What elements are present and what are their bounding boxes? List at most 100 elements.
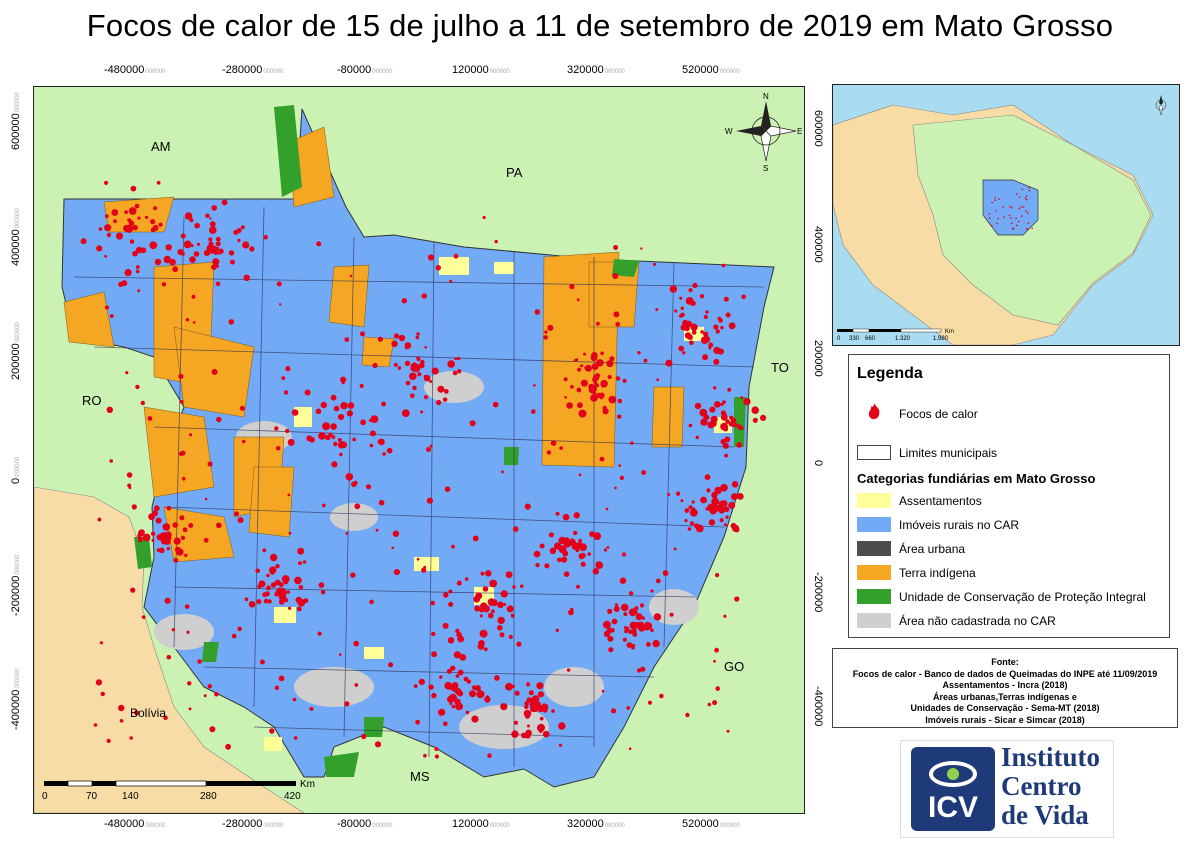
fire-hotspot bbox=[637, 351, 641, 355]
fire-hotspot bbox=[320, 401, 327, 409]
fire-hotspot bbox=[690, 300, 696, 307]
fire-hotspot bbox=[511, 730, 519, 738]
fire-hotspot bbox=[728, 322, 736, 330]
fire-hotspot bbox=[497, 625, 503, 631]
fire-hotspot bbox=[743, 397, 751, 406]
fire-hotspot bbox=[731, 493, 738, 501]
fire-hotspot bbox=[623, 612, 628, 617]
fire-hotspot bbox=[429, 380, 433, 383]
fire-hotspot bbox=[263, 598, 269, 604]
y-tick: -400000 bbox=[812, 686, 824, 727]
fire-hotspot bbox=[429, 444, 433, 448]
fire-hotspot bbox=[241, 439, 246, 444]
fire-hotspot bbox=[474, 685, 481, 692]
fire-hotspot bbox=[378, 499, 385, 506]
fire-hotspot bbox=[431, 631, 436, 637]
legend-category-row: Assentamentos bbox=[857, 493, 982, 508]
fire-hotspot bbox=[678, 345, 685, 352]
inset-map[interactable]: Km 0 330 660 1.320 1.980 bbox=[832, 84, 1180, 346]
category-label: Terra indígena bbox=[899, 565, 976, 580]
fire-hotspot bbox=[612, 273, 619, 279]
fire-hotspot bbox=[187, 681, 192, 686]
fire-hotspot bbox=[688, 288, 693, 293]
fire-hotspot bbox=[626, 642, 633, 648]
fire-hotspot bbox=[608, 647, 614, 653]
fire-hotspot bbox=[688, 423, 693, 428]
fire-hotspot bbox=[211, 246, 215, 250]
fire-hotspot bbox=[360, 419, 366, 426]
fire-hotspot bbox=[95, 679, 102, 686]
fire-hotspot bbox=[560, 556, 568, 563]
category-swatch bbox=[857, 589, 891, 604]
fire-hotspot bbox=[725, 312, 731, 318]
fire-hotspot bbox=[369, 599, 374, 605]
icv-abbr: ICV bbox=[927, 791, 978, 824]
fire-hotspot bbox=[129, 736, 133, 740]
fire-hotspot bbox=[161, 282, 167, 287]
fire-hotspot bbox=[751, 406, 759, 415]
fire-hotspot bbox=[80, 238, 87, 245]
source-line: Unidades de Conservação - Sema-MT (2018) bbox=[910, 703, 1100, 713]
fire-hotspot bbox=[211, 368, 218, 375]
fire-hotspot bbox=[97, 517, 102, 522]
legend-panel: Legenda Focos de calor Limites municipai… bbox=[848, 354, 1170, 638]
label-bolivia: Bolívia bbox=[130, 706, 166, 720]
fire-hotspot bbox=[404, 360, 411, 367]
fire-hotspot bbox=[105, 305, 109, 310]
fire-hotspot bbox=[563, 571, 570, 577]
fire-hotspot bbox=[354, 503, 361, 510]
fire-hotspot bbox=[500, 703, 508, 711]
fire-hotspot bbox=[603, 548, 608, 552]
fire-hotspot bbox=[512, 585, 516, 589]
category-swatch bbox=[857, 613, 891, 628]
y-tick: 0 bbox=[812, 460, 824, 467]
fire-hotspot bbox=[262, 548, 267, 553]
fire-hotspot bbox=[378, 438, 385, 446]
fire-hotspot bbox=[333, 441, 338, 447]
fire-hotspot bbox=[596, 321, 600, 326]
fire-hotspot bbox=[188, 523, 194, 528]
inset-fire-hotspot bbox=[1018, 207, 1021, 210]
fire-hotspot bbox=[640, 666, 646, 672]
fire-hotspot bbox=[166, 546, 170, 551]
fire-hotspot bbox=[207, 461, 213, 467]
fire-hotspot bbox=[558, 545, 567, 554]
fire-hotspot bbox=[607, 374, 612, 380]
fire-hotspot bbox=[245, 243, 249, 247]
fire-hotspot bbox=[104, 224, 112, 232]
fire-hotspot bbox=[215, 281, 221, 287]
fire-hotspot bbox=[691, 500, 695, 504]
fire-hotspot bbox=[718, 507, 725, 514]
main-map[interactable]: AM PA RO TO GO MS Bolívia N S E W Km 0 bbox=[33, 86, 805, 814]
x-tick: 520000000000 bbox=[682, 64, 740, 76]
fire-hotspot bbox=[106, 738, 111, 744]
fire-hotspot bbox=[189, 256, 196, 263]
fire-hotspot bbox=[339, 452, 343, 457]
fire-hotspot bbox=[711, 507, 717, 513]
fire-hotspot bbox=[463, 676, 469, 682]
y-tick: -200000000000 bbox=[10, 554, 22, 616]
fire-hotspot bbox=[266, 573, 270, 578]
fire-hotspot bbox=[684, 508, 690, 513]
fire-hotspot bbox=[729, 415, 734, 420]
y-tick: 600000 bbox=[812, 110, 824, 147]
fire-hotspot bbox=[602, 408, 609, 415]
fire-hotspot bbox=[244, 597, 249, 602]
fire-hotspot bbox=[203, 249, 211, 256]
inset-scale-label: 660 bbox=[865, 336, 876, 342]
main-map-canvas: AM PA RO TO GO MS Bolívia N S E W Km 0 bbox=[34, 92, 802, 813]
fire-hotspot bbox=[180, 450, 186, 456]
fire-hotspot bbox=[412, 385, 417, 391]
scale-unit: Km bbox=[300, 779, 315, 790]
fire-hotspot bbox=[456, 580, 462, 586]
fire-hotspot bbox=[442, 397, 448, 402]
x-tick: -80000000000 bbox=[337, 818, 393, 830]
fire-hotspot bbox=[275, 446, 281, 451]
fire-hotspot bbox=[492, 401, 499, 408]
inset-mato-grosso bbox=[982, 179, 1039, 236]
fire-hotspot bbox=[483, 647, 488, 652]
source-heading: Fonte: bbox=[991, 657, 1019, 667]
fire-hotspot bbox=[631, 628, 637, 635]
fire-hotspot bbox=[306, 435, 313, 442]
scale-label: 280 bbox=[200, 791, 217, 802]
